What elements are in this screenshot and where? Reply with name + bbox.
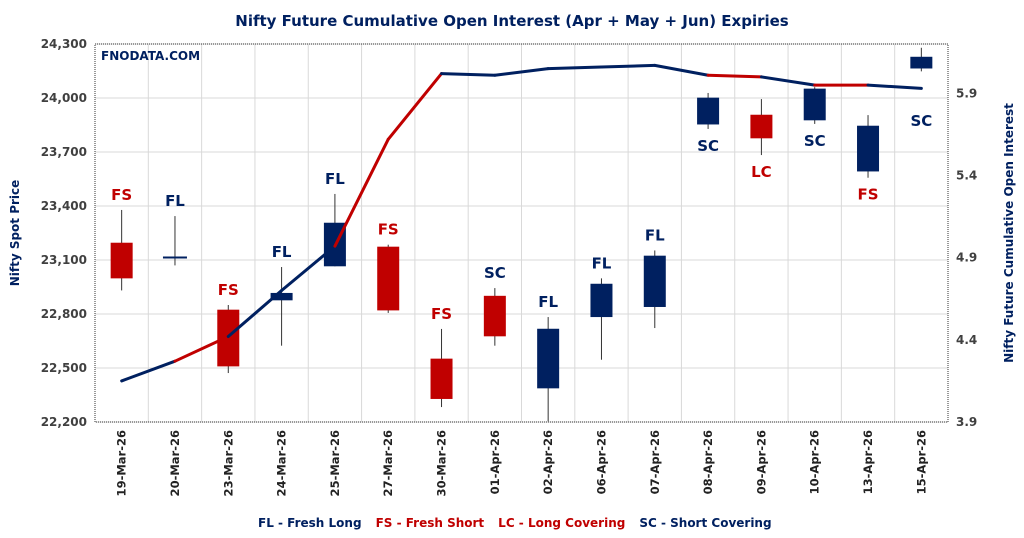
legend-item: FS - Fresh Short xyxy=(376,516,485,530)
x-tick: 30-Mar-26 xyxy=(435,430,449,496)
candle-body xyxy=(643,255,666,307)
legend-item: LC - Long Covering xyxy=(498,516,625,530)
legend-item: FL - Fresh Long xyxy=(258,516,362,530)
y-tick-right: 5.4 xyxy=(956,168,977,182)
x-tick: 13-Apr-26 xyxy=(861,430,875,494)
y-tick-right: 5.9 xyxy=(956,86,977,100)
candle-body xyxy=(590,283,613,318)
x-tick: 23-Mar-26 xyxy=(221,430,235,496)
oi-line-segment xyxy=(599,63,657,69)
signal-label: FS xyxy=(218,281,239,299)
signal-label: FL xyxy=(272,243,292,261)
x-tick: 19-Mar-26 xyxy=(115,430,129,496)
signal-label: FL xyxy=(165,192,185,210)
oi-line xyxy=(120,63,923,383)
x-tick: 07-Apr-26 xyxy=(648,430,662,494)
signal-label: FS xyxy=(858,186,879,204)
signal-label: FL xyxy=(645,226,665,244)
oi-line-segment xyxy=(280,244,337,293)
y-axis-right: 3.9 4.4 4.9 5.4 5.9 xyxy=(956,86,977,429)
y-tick-right: 4.4 xyxy=(956,333,977,347)
x-tick: 06-Apr-26 xyxy=(594,430,608,494)
x-tick: 27-Mar-26 xyxy=(381,430,395,496)
candle-body xyxy=(483,295,506,337)
signal-label: LC xyxy=(751,163,772,181)
x-tick: 10-Apr-26 xyxy=(808,430,822,494)
oi-line-segment xyxy=(226,289,284,339)
y-tick-left: 22,800 xyxy=(41,307,87,321)
signal-label: SC xyxy=(697,137,719,155)
candle-body xyxy=(910,56,933,69)
y-tick-left: 23,400 xyxy=(41,199,87,213)
x-tick: 15-Apr-26 xyxy=(914,430,928,494)
oi-line-segment xyxy=(759,75,817,87)
signal-label: FL xyxy=(592,254,612,272)
chart-title: Nifty Future Cumulative Open Interest (A… xyxy=(235,12,789,30)
candle-body xyxy=(750,114,773,139)
signal-label: SC xyxy=(804,132,826,150)
x-tick: 24-Mar-26 xyxy=(275,430,289,496)
oi-line-segment xyxy=(866,83,923,90)
x-tick: 02-Apr-26 xyxy=(541,430,555,494)
candle-body xyxy=(377,246,400,311)
candle-body xyxy=(803,88,826,121)
x-tick: 20-Mar-26 xyxy=(168,430,182,496)
legend: FL - Fresh Long FS - Fresh Short LC - Long… xyxy=(258,516,772,530)
y-tick-right: 4.9 xyxy=(956,251,977,265)
candle-body xyxy=(857,125,880,172)
y-tick-left: 24,000 xyxy=(41,91,87,105)
candle-body xyxy=(110,242,133,279)
oi-line-segment xyxy=(440,72,497,77)
legend-item: SC - Short Covering xyxy=(639,516,771,530)
signal-labels: FS FL FS FL FL FS FS SC FL FL FL SC LC SC FS SC xyxy=(111,112,932,323)
x-axis: 19-Mar-26 20-Mar-26 23-Mar-26 24-Mar-26 25-M… xyxy=(115,430,929,496)
oi-line-segment xyxy=(173,335,230,363)
signal-label: FS xyxy=(378,221,399,239)
y-tick-left: 22,200 xyxy=(41,415,87,429)
oi-line-segment xyxy=(706,73,763,79)
y-tick-left: 22,500 xyxy=(41,361,87,375)
signal-label: FS xyxy=(431,305,452,323)
plot-border xyxy=(94,43,949,423)
candle-body xyxy=(537,328,560,389)
oi-line-segment xyxy=(493,67,550,77)
watermark: FNODATA.COM xyxy=(101,49,200,63)
candles xyxy=(110,47,933,422)
oi-line-segment xyxy=(653,63,710,77)
y-axis-right-title: Nifty Future Cumulative Open Interest xyxy=(1002,103,1016,363)
candle-body xyxy=(270,292,293,301)
oi-line-segment xyxy=(333,137,390,248)
y-tick-right: 3.9 xyxy=(956,415,977,429)
candle-body xyxy=(697,97,720,125)
x-tick: 09-Apr-26 xyxy=(754,430,768,494)
y-tick-left: 23,700 xyxy=(41,145,87,159)
y-tick-left: 23,100 xyxy=(41,253,87,267)
signal-label: FL xyxy=(325,170,345,188)
y-tick-left: 24,300 xyxy=(41,37,87,51)
y-axis-left-title: Nifty Spot Price xyxy=(8,180,22,287)
signal-label: FL xyxy=(538,293,558,311)
candle-body xyxy=(430,358,453,399)
x-tick: 25-Mar-26 xyxy=(328,430,342,496)
x-tick: 08-Apr-26 xyxy=(701,430,715,494)
oi-line-segment xyxy=(546,65,603,71)
signal-label: FS xyxy=(111,186,132,204)
grid xyxy=(95,43,948,423)
oi-line-segment xyxy=(120,359,177,383)
x-tick: 01-Apr-26 xyxy=(488,430,502,494)
signal-label: SC xyxy=(484,264,506,282)
signal-label: SC xyxy=(910,112,932,130)
oi-line-segment xyxy=(386,72,444,141)
y-axis-left: 22,200 22,500 22,800 23,100 23,400 23,700 24,0… xyxy=(41,37,87,429)
